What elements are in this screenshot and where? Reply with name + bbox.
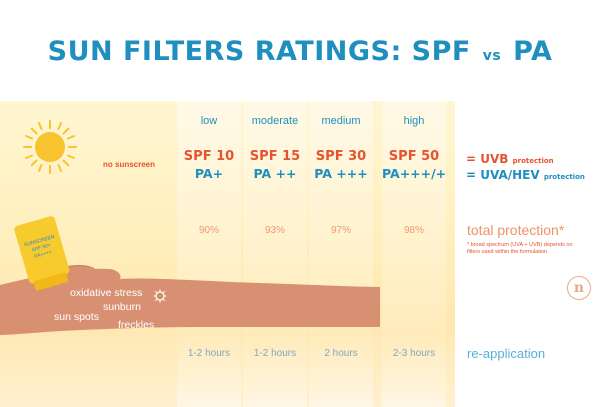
total-protection-label: total protection* xyxy=(467,222,565,238)
column-high-background xyxy=(382,101,446,407)
skin-label-oxidative-stress: oxidative stress xyxy=(70,287,143,299)
no-sunscreen-label: no sunscreen xyxy=(103,160,156,169)
legend-area-background xyxy=(455,101,600,407)
brand-logo-icon: n xyxy=(567,276,591,300)
spf-high: SPF 50 xyxy=(388,149,440,164)
legend-uvb: = UVB protection xyxy=(466,152,554,166)
column-low-background xyxy=(177,101,241,407)
sunscreen-bottle-icon: SUNSCREEN SPF 50+ PA++++ xyxy=(14,216,70,291)
level-low: low xyxy=(200,115,218,127)
title-main: SUN FILTERS RATINGS: SPF xyxy=(47,36,471,67)
bottle-label-3: PA++++ xyxy=(34,249,53,260)
spf-moderate: SPF 15 xyxy=(249,149,301,164)
pa-moderate: PA ++ xyxy=(253,166,297,181)
pa-high: PA+++/+ xyxy=(382,166,447,181)
total-protection-footnote: * broad spectrum (UVA + UVB) depends on … xyxy=(467,242,573,255)
protection-high: 98% xyxy=(403,225,424,236)
skin-label-freckles: freckles xyxy=(118,319,155,331)
pa-low: PA+ xyxy=(194,166,224,181)
legend-uva: = UVA/HEV protection xyxy=(466,168,585,182)
pa-medium: PA +++ xyxy=(314,166,368,181)
reapplication-high: 2-3 hours xyxy=(392,348,436,359)
level-medium: medium xyxy=(321,115,361,127)
comparison-panel: no sunscreen low moderate medium high SP… xyxy=(0,101,600,407)
level-high: high xyxy=(403,115,425,127)
spf-medium: SPF 30 xyxy=(315,149,367,164)
column-moderate-background xyxy=(243,101,307,407)
legend-uvb-label: = UVB xyxy=(466,152,509,166)
reapplication-moderate: 1-2 hours xyxy=(253,348,297,359)
bottle-label-2: SPF 50+ xyxy=(31,242,52,253)
reapplication-label: re-application xyxy=(467,346,546,361)
protection-medium: 97% xyxy=(330,225,351,236)
level-moderate: moderate xyxy=(251,115,299,127)
legend-uva-label: = UVA/HEV xyxy=(466,168,540,182)
skin-label-sun-spots: sun spots xyxy=(54,311,99,323)
page-title: SUN FILTERS RATINGS: SPF vs PA xyxy=(0,36,600,67)
legend-uvb-small: protection xyxy=(512,157,554,165)
legend-uva-small: protection xyxy=(543,173,585,181)
reapplication-medium: 2 hours xyxy=(324,348,358,359)
virus-icon xyxy=(153,289,167,303)
column-medium-background xyxy=(309,101,373,407)
title-tail: PA xyxy=(513,36,553,67)
sun-icon xyxy=(23,120,77,174)
protection-moderate: 93% xyxy=(264,225,285,236)
protection-low: 90% xyxy=(198,225,219,236)
reapplication-low: 1-2 hours xyxy=(187,348,231,359)
title-vs: vs xyxy=(482,48,502,64)
skin-label-sunburn: sunburn xyxy=(103,301,141,313)
spf-low: SPF 10 xyxy=(183,149,235,164)
